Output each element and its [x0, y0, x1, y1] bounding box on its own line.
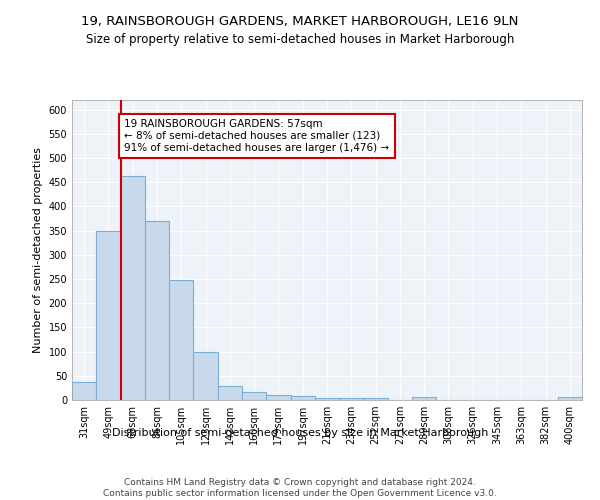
Bar	[315, 398, 339, 400]
Bar	[121, 176, 145, 400]
Bar	[72, 382, 96, 400]
Bar	[558, 397, 582, 400]
Bar	[290, 396, 315, 400]
Text: 19, RAINSBOROUGH GARDENS, MARKET HARBOROUGH, LE16 9LN: 19, RAINSBOROUGH GARDENS, MARKET HARBORO…	[82, 15, 518, 28]
Bar	[96, 231, 121, 400]
Text: 19 RAINSBOROUGH GARDENS: 57sqm
← 8% of semi-detached houses are smaller (123)
91: 19 RAINSBOROUGH GARDENS: 57sqm ← 8% of s…	[124, 120, 389, 152]
Bar	[193, 352, 218, 400]
Bar	[145, 221, 169, 400]
Bar	[218, 386, 242, 400]
Bar	[242, 392, 266, 400]
Bar	[169, 280, 193, 400]
Text: Size of property relative to semi-detached houses in Market Harborough: Size of property relative to semi-detach…	[86, 32, 514, 46]
Bar	[412, 397, 436, 400]
Bar	[266, 395, 290, 400]
Text: Contains HM Land Registry data © Crown copyright and database right 2024.
Contai: Contains HM Land Registry data © Crown c…	[103, 478, 497, 498]
Bar	[339, 398, 364, 400]
Text: Distribution of semi-detached houses by size in Market Harborough: Distribution of semi-detached houses by …	[112, 428, 488, 438]
Y-axis label: Number of semi-detached properties: Number of semi-detached properties	[33, 147, 43, 353]
Bar	[364, 398, 388, 400]
